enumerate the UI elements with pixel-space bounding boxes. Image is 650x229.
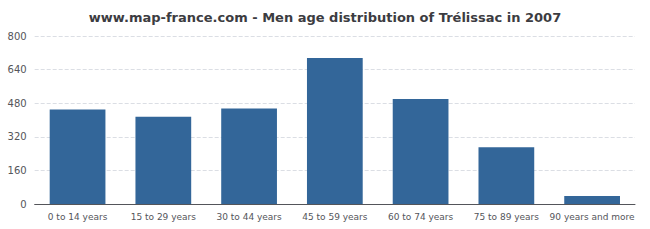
svg-text:480: 480 [8,98,27,109]
svg-text:75 to 89 years: 75 to 89 years [474,212,540,222]
svg-text:0: 0 [20,199,26,210]
svg-text:45 to 59 years: 45 to 59 years [302,212,368,222]
svg-text:320: 320 [8,131,27,142]
svg-text:30 to 44 years: 30 to 44 years [216,212,282,222]
svg-text:800: 800 [8,31,27,42]
svg-text:160: 160 [8,165,27,176]
svg-text:www.map-france.com - Men age d: www.map-france.com - Men age distributio… [89,10,561,25]
svg-text:0 to 14 years: 0 to 14 years [48,212,108,222]
svg-text:15 to 29 years: 15 to 29 years [131,212,197,222]
svg-text:90 years and more: 90 years and more [550,212,636,222]
svg-text:640: 640 [8,64,27,75]
svg-text:60 to 74 years: 60 to 74 years [388,212,454,222]
